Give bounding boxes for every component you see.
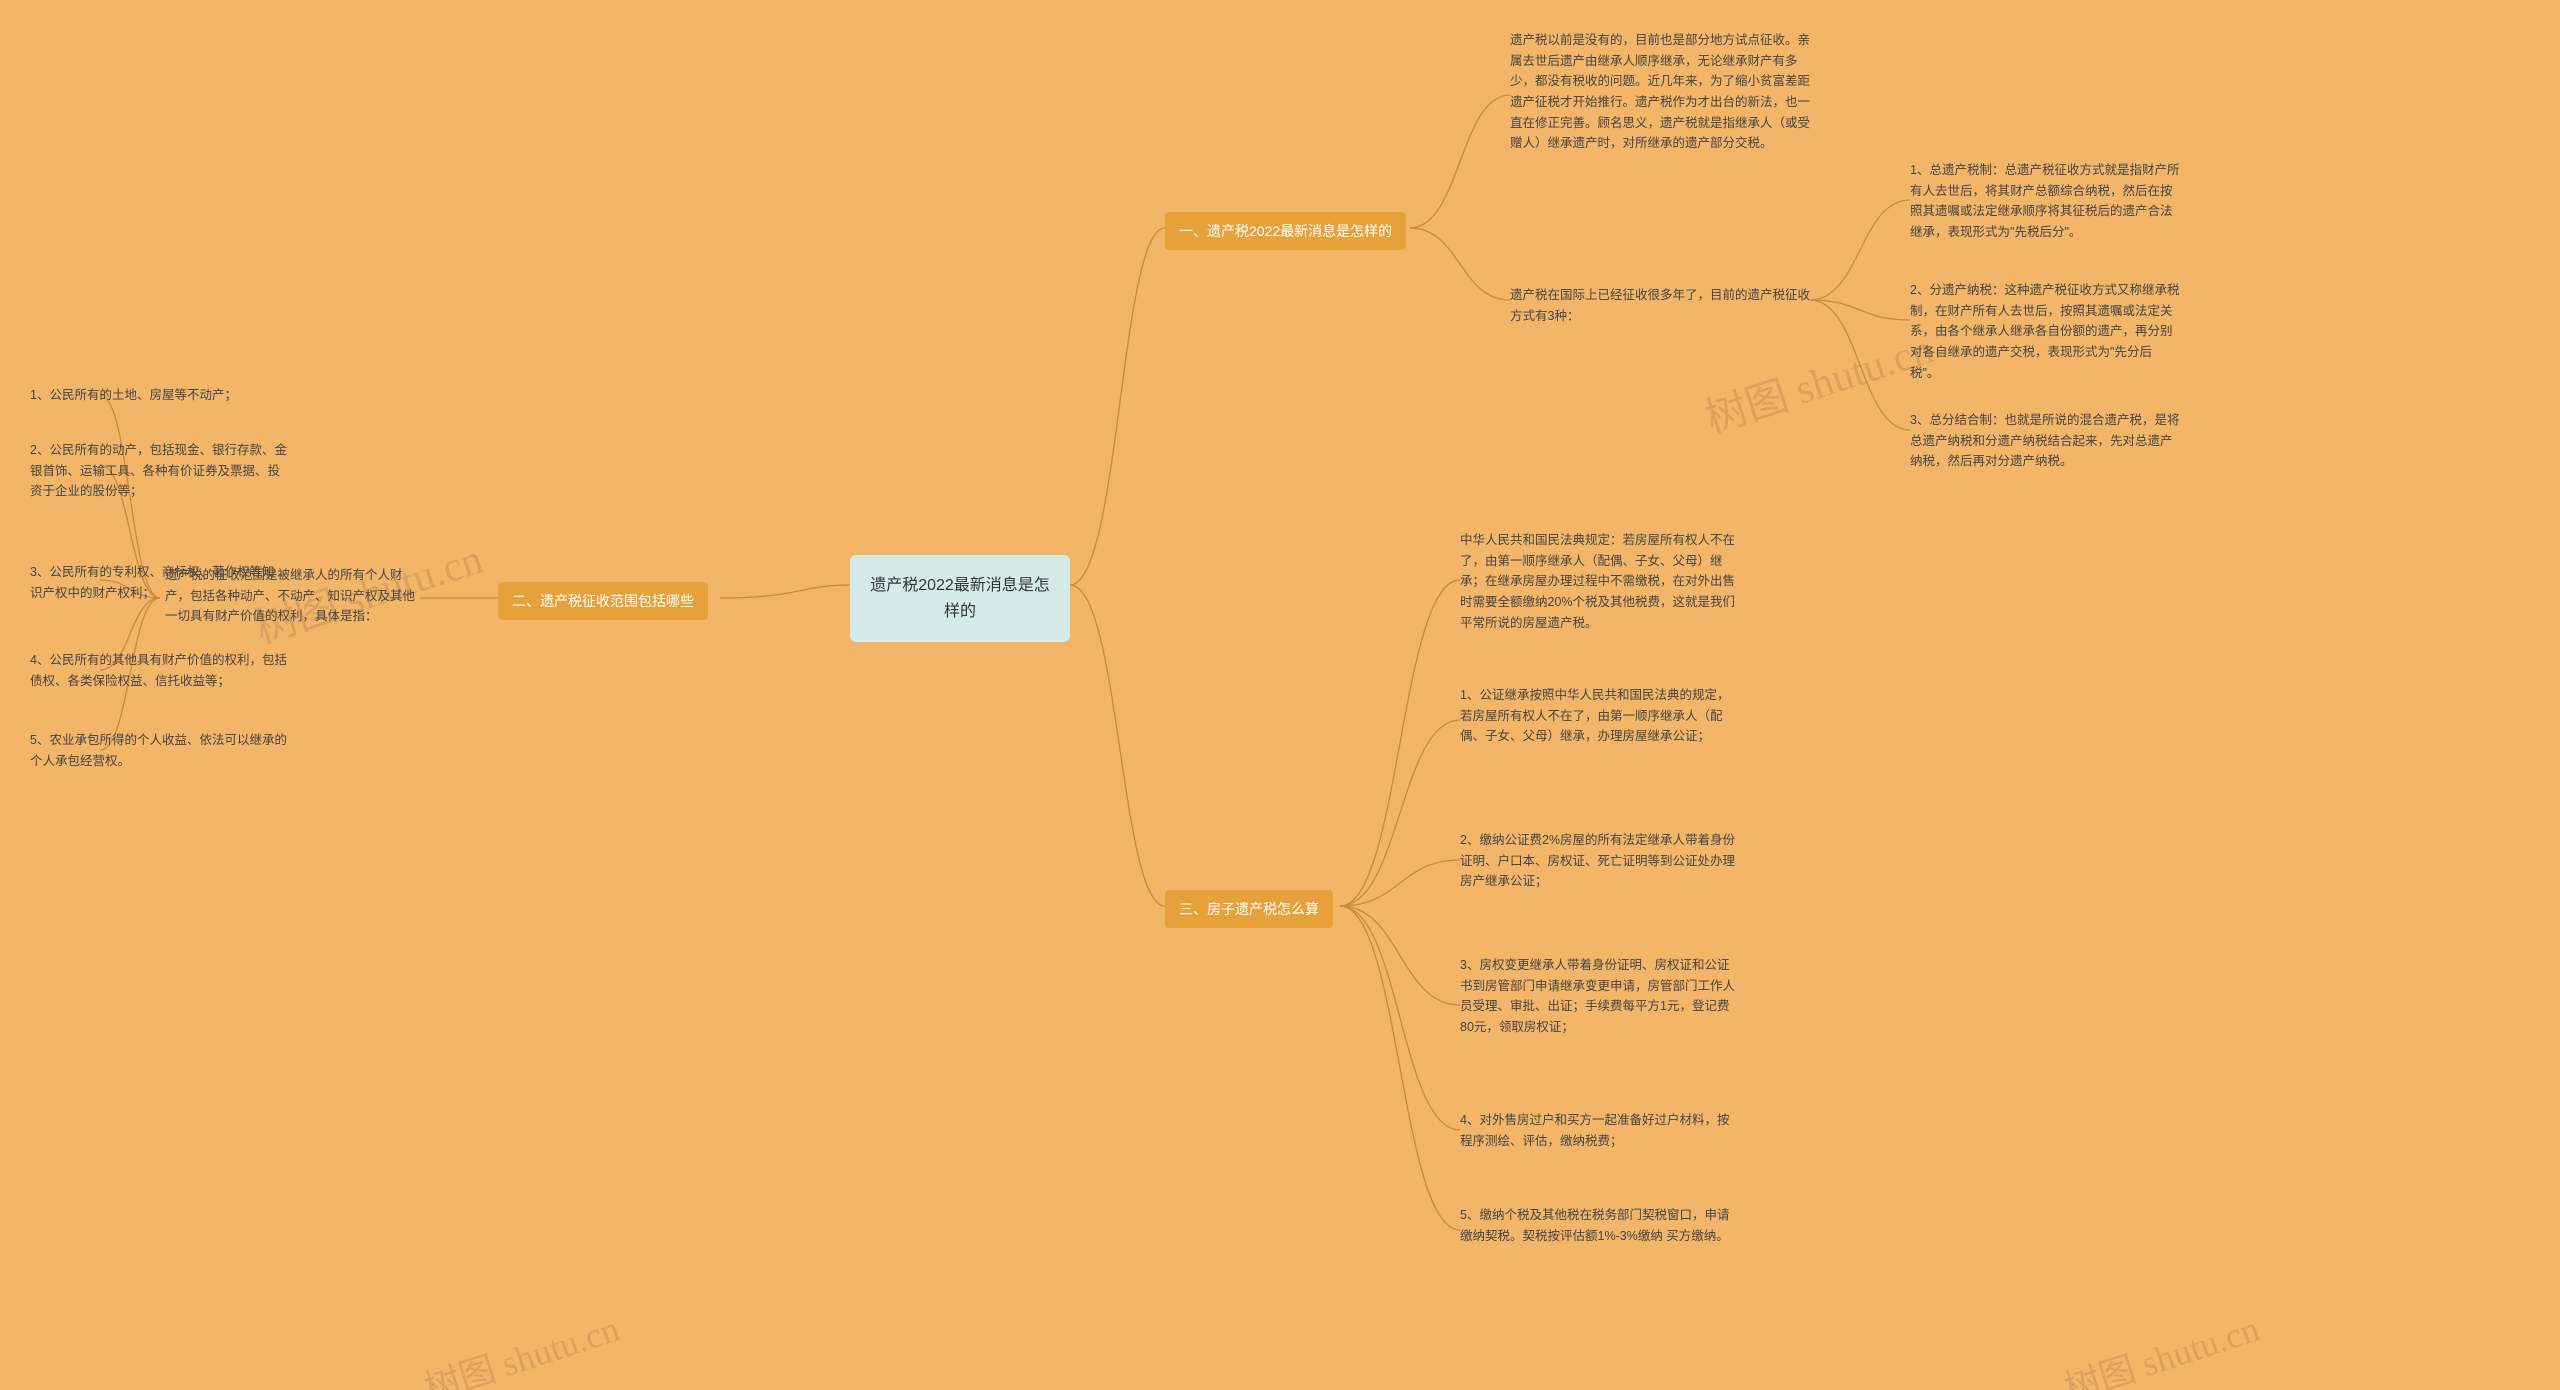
b2-l5-text: 5、农业承包所得的个人收益、依法可以继承的个人承包经营权。 (30, 733, 287, 768)
center-title: 遗产税2022最新消息是怎样的 (870, 577, 1050, 620)
b3-r3: 3、房权变更继承人带着身份证明、房权证和公证书到房管部门申请继承变更申请，房管部… (1460, 955, 1740, 1038)
b3-r2: 2、缴纳公证费2%房屋的所有法定继承人带着身份证明、户口本、房权证、死亡证明等到… (1460, 830, 1740, 892)
b1-c2-text: 遗产税在国际上已经征收很多年了，目前的遗产税征收方式有3种： (1510, 288, 1810, 323)
b3-r2-text: 2、缴纳公证费2%房屋的所有法定继承人带着身份证明、户口本、房权证、死亡证明等到… (1460, 833, 1735, 888)
b2-l3-text: 3、公民所有的专利权、商标权、著作权等知识产权中的财产权利； (30, 565, 274, 600)
b3-r4: 4、对外售房过户和买方一起准备好过户材料，按程序测绘、评估，缴纳税费； (1460, 1110, 1740, 1151)
b3-r0: 中华人民共和国民法典规定：若房屋所有权人不在了，由第一顺序继承人（配偶、子女、父… (1460, 530, 1740, 633)
branch-2: 二、遗产税征收范围包括哪些 (498, 582, 708, 620)
branch-1-label: 一、遗产税2022最新消息是怎样的 (1179, 223, 1392, 239)
b1-c2-g3: 3、总分结合制：也就是所说的混合遗产税，是将总遗产纳税和分遗产纳税结合起来，先对… (1910, 410, 2180, 472)
b1-c2-g1: 1、总遗产税制：总遗产税征收方式就是指财产所有人去世后，将其财产总额综合纳税，然… (1910, 160, 2180, 243)
b2-leaf3: 3、公民所有的专利权、商标权、著作权等知识产权中的财产权利； (30, 562, 280, 603)
branch-2-label: 二、遗产税征收范围包括哪些 (512, 593, 694, 609)
b2-l2: 2、公民所有的动产，包括现金、银行存款、金银首饰、运输工具、各种有价证券及票据、… (30, 440, 290, 502)
center-node: 遗产税2022最新消息是怎样的 (850, 555, 1070, 642)
b3-r1: 1、公证继承按照中华人民共和国民法典的规定，若房屋所有权人不在了，由第一顺序继承… (1460, 685, 1740, 747)
b3-r5: 5、缴纳个税及其他税在税务部门契税窗口，申请缴纳契税。契税按评估额1%-3%缴纳… (1460, 1205, 1740, 1246)
b2-l4-text: 4、公民所有的其他具有财产价值的权利，包括债权、各类保险权益、信托收益等； (30, 653, 287, 688)
b1-c2-g3-text: 3、总分结合制：也就是所说的混合遗产税，是将总遗产纳税和分遗产纳税结合起来，先对… (1910, 413, 2179, 468)
b3-r3-text: 3、房权变更继承人带着身份证明、房权证和公证书到房管部门申请继承变更申请，房管部… (1460, 958, 1735, 1034)
b1-c2-g2: 2、分遗产纳税：这种遗产税征收方式又称继承税制，在财产所有人去世后，按照其遗嘱或… (1910, 280, 2180, 383)
b1-child-2: 遗产税在国际上已经征收很多年了，目前的遗产税征收方式有3种： (1510, 285, 1810, 326)
branch-1: 一、遗产税2022最新消息是怎样的 (1165, 212, 1406, 250)
b2-l1: 1、公民所有的土地、房屋等不动产； (30, 385, 270, 406)
branch-3: 三、房子遗产税怎么算 (1165, 890, 1333, 928)
b1-c2-g1-text: 1、总遗产税制：总遗产税征收方式就是指财产所有人去世后，将其财产总额综合纳税，然… (1910, 163, 2179, 239)
watermark: 树图 shutu.cn (1696, 315, 1939, 446)
watermark: 树图 shutu.cn (417, 1300, 625, 1390)
b1-child-1: 遗产税以前是没有的，目前也是部分地方试点征收。亲属去世后遗产由继承人顺序继承，无… (1510, 30, 1810, 154)
b2-l2-text: 2、公民所有的动产，包括现金、银行存款、金银首饰、运输工具、各种有价证券及票据、… (30, 443, 287, 498)
b1-c2-g2-text: 2、分遗产纳税：这种遗产税征收方式又称继承税制，在财产所有人去世后，按照其遗嘱或… (1910, 283, 2179, 380)
b2-l1-text: 1、公民所有的土地、房屋等不动产； (30, 388, 237, 402)
b3-r5-text: 5、缴纳个税及其他税在税务部门契税窗口，申请缴纳契税。契税按评估额1%-3%缴纳… (1460, 1208, 1729, 1243)
b3-r0-text: 中华人民共和国民法典规定：若房屋所有权人不在了，由第一顺序继承人（配偶、子女、父… (1460, 533, 1735, 630)
b1-c1-text: 遗产税以前是没有的，目前也是部分地方试点征收。亲属去世后遗产由继承人顺序继承，无… (1510, 33, 1810, 150)
watermark: 树图 shutu.cn (2057, 1300, 2265, 1390)
b3-r1-text: 1、公证继承按照中华人民共和国民法典的规定，若房屋所有权人不在了，由第一顺序继承… (1460, 688, 1729, 743)
branch-3-label: 三、房子遗产税怎么算 (1179, 901, 1319, 917)
b2-leaf5: 5、农业承包所得的个人收益、依法可以继承的个人承包经营权。 (30, 730, 290, 771)
b2-leaf4: 4、公民所有的其他具有财产价值的权利，包括债权、各类保险权益、信托收益等； (30, 650, 290, 691)
b3-r4-text: 4、对外售房过户和买方一起准备好过户材料，按程序测绘、评估，缴纳税费； (1460, 1113, 1729, 1148)
